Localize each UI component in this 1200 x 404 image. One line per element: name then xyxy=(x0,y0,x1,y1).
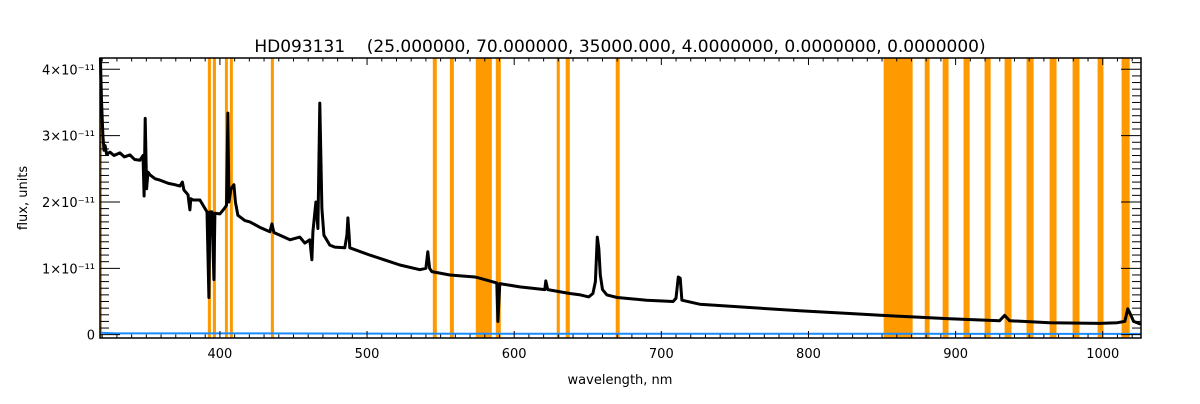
masked-region-band xyxy=(1072,58,1080,338)
masked-region-band xyxy=(556,58,560,338)
x-tick-label: 600 xyxy=(502,347,527,362)
plot-frame xyxy=(99,57,1142,339)
y-axis-label: flux, units xyxy=(16,166,31,231)
masked-region-band xyxy=(1097,58,1104,338)
masked-region-band xyxy=(924,58,930,338)
masked-region-band xyxy=(1004,58,1012,338)
masked-region-band xyxy=(883,58,913,338)
x-tick-label: 400 xyxy=(208,347,233,362)
error-line xyxy=(100,331,1141,335)
masked-region-band xyxy=(942,58,949,338)
y-tick-label: 0 xyxy=(87,329,95,344)
masked-region-band xyxy=(212,58,216,338)
masked-region-band xyxy=(984,58,991,338)
y-tick-label: 2×10⁻¹¹ xyxy=(42,196,95,211)
masked-region-band xyxy=(963,58,970,338)
y-tick-label: 3×10⁻¹¹ xyxy=(42,130,95,145)
masked-region-band xyxy=(432,58,437,338)
masked-region-band xyxy=(229,58,233,338)
series-layer xyxy=(98,57,1142,335)
masked-region-band xyxy=(615,58,620,338)
masked-region-band xyxy=(270,58,274,338)
chart-title: HD093131 (25.000000, 70.000000, 35000.00… xyxy=(254,37,985,57)
masked-region-band xyxy=(449,58,454,338)
x-tick-label: 1000 xyxy=(1086,347,1119,362)
x-tick-label: 800 xyxy=(796,347,821,362)
x-tick-label: 700 xyxy=(649,347,674,362)
masked-region-band xyxy=(1121,58,1130,338)
masked-region-band xyxy=(495,58,501,338)
masked-region-band xyxy=(1026,58,1034,338)
x-tick-label: 500 xyxy=(355,347,380,362)
axes: 400 500 600 700 800 900 1000 0 1×10⁻¹¹ 2×10⁻¹¹ 3×1… xyxy=(42,57,1142,362)
y-tick-label: 4×10⁻¹¹ xyxy=(42,63,95,78)
masked-region-band xyxy=(1049,58,1057,338)
x-axis-label: wavelength, nm xyxy=(568,373,673,388)
masked-region-band xyxy=(100,58,102,338)
spectrum-line xyxy=(98,57,1142,326)
x-tick-label: 900 xyxy=(943,347,968,362)
masked-regions xyxy=(100,58,1130,338)
masked-region-band xyxy=(475,58,492,338)
masked-region-band xyxy=(565,58,570,338)
y-tick-label: 1×10⁻¹¹ xyxy=(42,262,95,277)
masked-region-band xyxy=(207,58,211,338)
